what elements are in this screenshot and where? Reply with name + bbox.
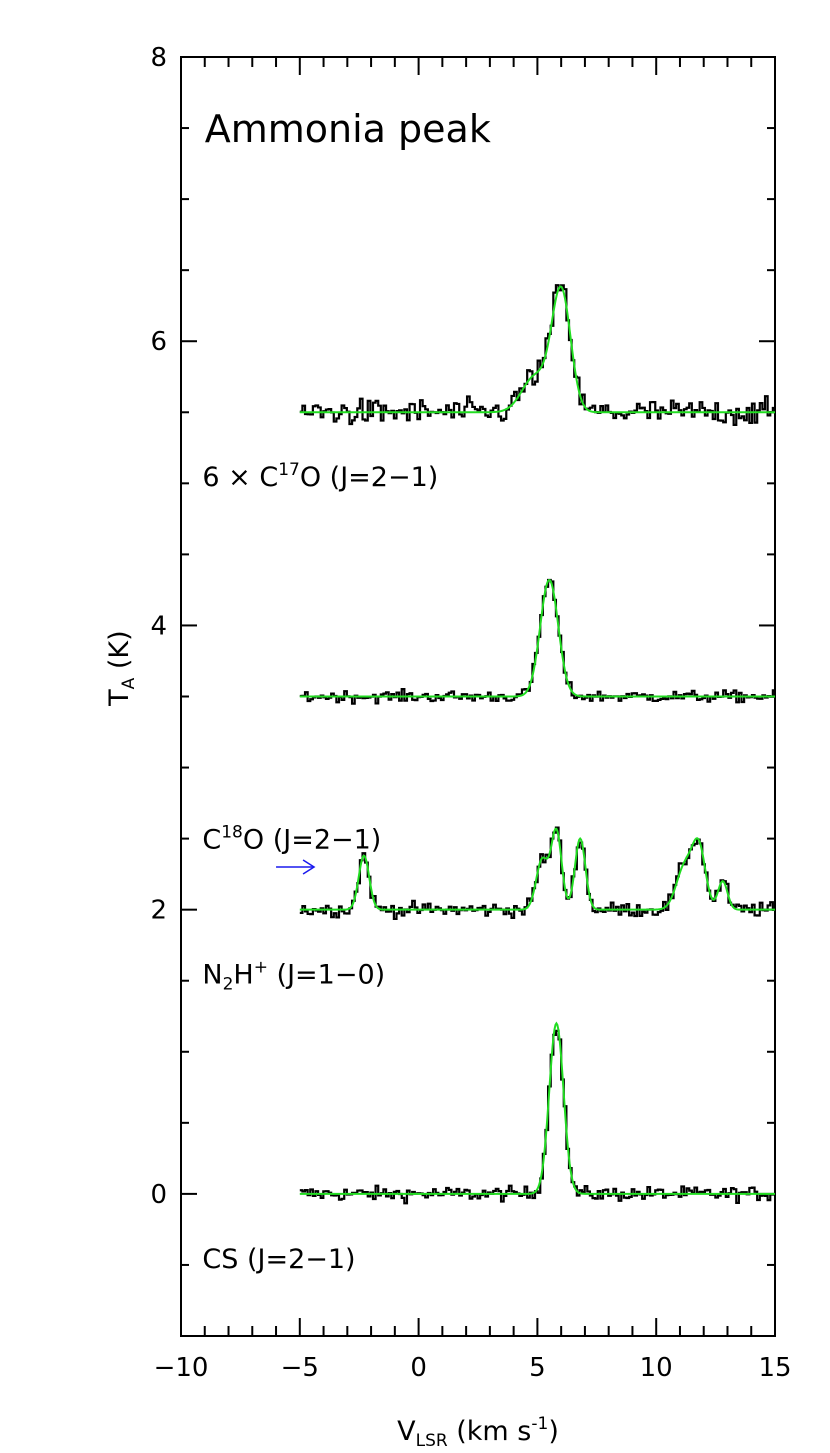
y-axis-title: TA (K) xyxy=(104,630,139,707)
fit-curve xyxy=(299,579,775,698)
series-group xyxy=(276,284,775,1205)
chart-title: Ammonia peak xyxy=(205,107,491,151)
y-tick-label: 2 xyxy=(150,896,167,926)
spectrum-label: C18O (J=2−1) xyxy=(202,823,381,856)
x-tick-label: 10 xyxy=(640,1353,673,1383)
arrow-marker-head xyxy=(302,859,316,875)
x-tick-label: −5 xyxy=(281,1353,319,1383)
fit-curve xyxy=(299,285,775,414)
y-tick-label: 6 xyxy=(150,327,167,357)
fit-curve xyxy=(299,827,775,911)
y-axis-title-group: TA (K) xyxy=(104,630,139,707)
spectrum-label: N2H+ (J=1−0) xyxy=(202,958,385,995)
y-tick-label: 8 xyxy=(150,43,167,73)
y-tick-label: 4 xyxy=(150,611,167,641)
spectrum-1 xyxy=(276,826,775,921)
y-tick-label: 0 xyxy=(150,1180,167,1210)
x-tick-label: 5 xyxy=(529,1353,546,1383)
spectrum-histogram xyxy=(299,284,775,426)
spectrum-3 xyxy=(299,284,775,426)
x-tick-label: 0 xyxy=(410,1353,427,1383)
fit-curve xyxy=(299,1021,775,1195)
x-tick-label: −10 xyxy=(154,1353,209,1383)
x-axis-title: VLSR (km s-1) xyxy=(397,1414,559,1451)
labels: Ammonia peak −10 −5 0 5 10 15 0 2 4 6 8 VLSR (km s-… xyxy=(104,43,792,1451)
spectrum-0 xyxy=(299,1021,775,1205)
x-tick-label: 15 xyxy=(758,1353,791,1383)
spectrum-label: CS (J=2−1) xyxy=(202,1244,355,1275)
spectrum-histogram xyxy=(299,1029,775,1205)
spectrum-label: 6 × C17O (J=2−1) xyxy=(202,460,438,493)
spectrum-2 xyxy=(299,578,775,705)
